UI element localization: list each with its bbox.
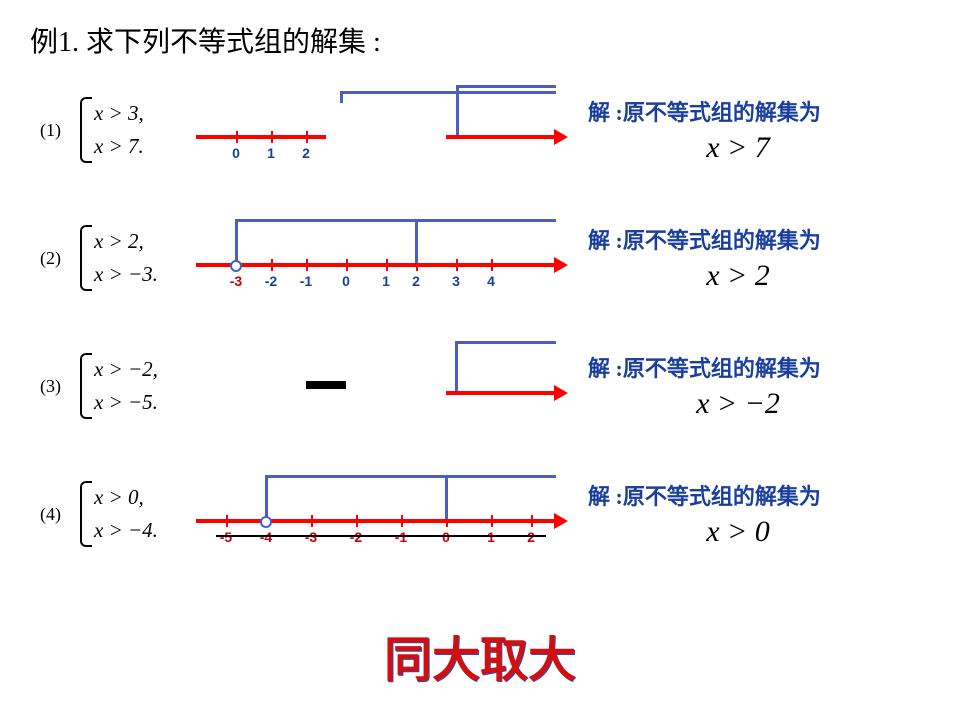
problem-row: (2) x > 2, x > −3. -3 -2 -1 0 1 2 3 4 解 :原不等式组的解集为 x… xyxy=(40,213,930,303)
tick xyxy=(311,515,313,527)
number-line: 0 1 2 xyxy=(196,85,576,175)
tick-label: -5 xyxy=(220,529,232,545)
tick xyxy=(491,515,493,527)
ray-vertical xyxy=(456,85,459,135)
axis-line xyxy=(196,519,556,523)
solution-block: 解 :原不等式组的解集为 x > 2 xyxy=(588,223,888,293)
ineq-line-2: x > −4. xyxy=(94,518,184,543)
problem-label: (3) xyxy=(40,376,68,397)
solution-math: x > 0 xyxy=(588,515,888,549)
tick-label: 0 xyxy=(232,145,240,161)
tick-label: -2 xyxy=(350,529,362,545)
tick xyxy=(226,515,228,527)
problem-row: (1) x > 3, x > 7. 0 1 2 解 :原不等式组的解集为 x > 7 xyxy=(40,85,930,175)
open-circle xyxy=(230,260,242,272)
tick-label: 2 xyxy=(412,273,420,289)
solution-block: 解 :原不等式组的解集为 x > 0 xyxy=(588,479,888,549)
ineq-line-1: x > 3, xyxy=(94,101,184,126)
tick-label: 0 xyxy=(342,273,350,289)
tick-label: -3 xyxy=(230,273,242,289)
ray-vertical xyxy=(265,475,268,519)
ray-horizontal xyxy=(341,91,556,94)
solution-math: x > −2 xyxy=(588,387,888,421)
ineq-line-2: x > −5. xyxy=(94,390,184,415)
solution-block: 解 :原不等式组的解集为 x > 7 xyxy=(588,95,888,165)
title-rest: 求下列不等式组的解集 : xyxy=(79,27,381,58)
tick-label: 4 xyxy=(487,273,495,289)
tick xyxy=(306,131,308,143)
axis-arrow xyxy=(554,129,568,145)
problem-label: (2) xyxy=(40,248,68,269)
tick xyxy=(356,515,358,527)
ineq-line-2: x > 7. xyxy=(94,134,184,159)
page-title: 例1. 求下列不等式组的解集 : xyxy=(30,20,930,60)
ray-vertical xyxy=(445,475,448,519)
ray-vertical xyxy=(455,341,458,391)
tick xyxy=(346,259,348,271)
solution-text: 解 :原不等式组的解集为 xyxy=(588,223,888,255)
solution-text: 解 :原不等式组的解集为 xyxy=(588,351,888,383)
inequality-system: x > −2, x > −5. xyxy=(80,357,184,415)
tick-label: 1 xyxy=(487,529,495,545)
ineq-line-1: x > 2, xyxy=(94,229,184,254)
ray-horizontal xyxy=(416,219,556,222)
tick-label: -1 xyxy=(300,273,312,289)
white-overlay xyxy=(196,361,446,431)
tick xyxy=(456,259,458,271)
axis-arrow xyxy=(554,513,568,529)
problems-list: (1) x > 3, x > 7. 0 1 2 解 :原不等式组的解集为 x > 7 (2) x … xyxy=(40,85,930,559)
problem-label: (4) xyxy=(40,504,68,525)
tick-label: 0 xyxy=(442,529,450,545)
ray-horizontal xyxy=(456,85,556,88)
problem-row: (3) x > −2, x > −5. 解 :原不等式组的解集为 x > −2 xyxy=(40,341,930,431)
tick xyxy=(401,515,403,527)
ray-vertical xyxy=(235,219,238,263)
solution-math: x > 2 xyxy=(588,259,888,293)
tick xyxy=(386,259,388,271)
title-num: 1. xyxy=(58,27,79,58)
tick-label: -1 xyxy=(395,529,407,545)
white-overlay xyxy=(326,103,446,173)
solution-block: 解 :原不等式组的解集为 x > −2 xyxy=(588,351,888,421)
ineq-line-1: x > −2, xyxy=(94,357,184,382)
axis-arrow xyxy=(554,257,568,273)
dash-mark xyxy=(306,381,346,389)
tick-label: 1 xyxy=(267,145,275,161)
tick xyxy=(271,131,273,143)
tick-label: 2 xyxy=(302,145,310,161)
tick-label: -4 xyxy=(260,529,272,545)
tick-label: 2 xyxy=(527,529,535,545)
axis-arrow xyxy=(554,385,568,401)
ineq-line-2: x > −3. xyxy=(94,262,184,287)
tick xyxy=(271,259,273,271)
tick xyxy=(306,259,308,271)
ray-horizontal xyxy=(456,341,556,344)
problem-row: (4) x > 0, x > −4. -5 -4 -3 -2 -1 0 1 2 解 :原不等式组的解集… xyxy=(40,469,930,559)
title-prefix: 例 xyxy=(30,27,58,58)
tick-label: 1 xyxy=(382,273,390,289)
number-line: -3 -2 -1 0 1 2 3 4 xyxy=(196,213,576,303)
tick xyxy=(531,515,533,527)
axis-line xyxy=(196,263,556,267)
inequality-system: x > 3, x > 7. xyxy=(80,101,184,159)
tick-label: 3 xyxy=(452,273,460,289)
problem-label: (1) xyxy=(40,120,68,141)
bottom-rule: 同大取大 xyxy=(0,620,960,690)
solution-math: x > 7 xyxy=(588,131,888,165)
tick xyxy=(491,259,493,271)
strike-line xyxy=(216,535,546,537)
inequality-system: x > 2, x > −3. xyxy=(80,229,184,287)
solution-text: 解 :原不等式组的解集为 xyxy=(588,95,888,127)
number-line xyxy=(196,341,576,431)
solution-text: 解 :原不等式组的解集为 xyxy=(588,479,888,511)
inequality-system: x > 0, x > −4. xyxy=(80,485,184,543)
ineq-line-1: x > 0, xyxy=(94,485,184,510)
tick-label: -2 xyxy=(265,273,277,289)
number-line: -5 -4 -3 -2 -1 0 1 2 xyxy=(196,469,576,559)
ray-vertical xyxy=(415,219,418,263)
open-circle xyxy=(260,516,272,528)
tick-label: -3 xyxy=(305,529,317,545)
tick xyxy=(236,131,238,143)
ray-horizontal xyxy=(446,475,556,478)
